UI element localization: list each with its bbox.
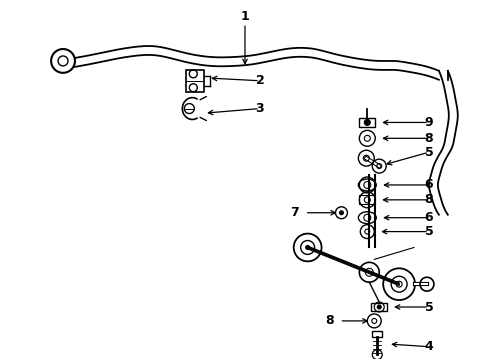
Bar — [372, 331, 382, 337]
Text: 4: 4 — [424, 340, 433, 353]
Text: 8: 8 — [325, 314, 334, 327]
Bar — [359, 118, 375, 127]
Circle shape — [377, 305, 381, 309]
Text: 8: 8 — [425, 193, 433, 206]
Text: 7: 7 — [291, 206, 299, 219]
Text: 5: 5 — [424, 301, 433, 314]
Text: 8: 8 — [425, 132, 433, 145]
Bar — [371, 302, 387, 311]
Bar — [359, 195, 375, 204]
Circle shape — [58, 56, 68, 66]
Circle shape — [306, 246, 310, 249]
Text: 5: 5 — [424, 225, 433, 238]
Text: 9: 9 — [425, 116, 433, 129]
Circle shape — [365, 120, 370, 125]
Circle shape — [340, 211, 343, 215]
Text: 6: 6 — [425, 211, 433, 224]
Bar — [186, 70, 204, 92]
Text: 2: 2 — [256, 74, 264, 87]
Text: 3: 3 — [256, 102, 264, 115]
Text: 1: 1 — [241, 10, 249, 23]
Text: 5: 5 — [424, 146, 433, 159]
Text: 6: 6 — [425, 179, 433, 192]
